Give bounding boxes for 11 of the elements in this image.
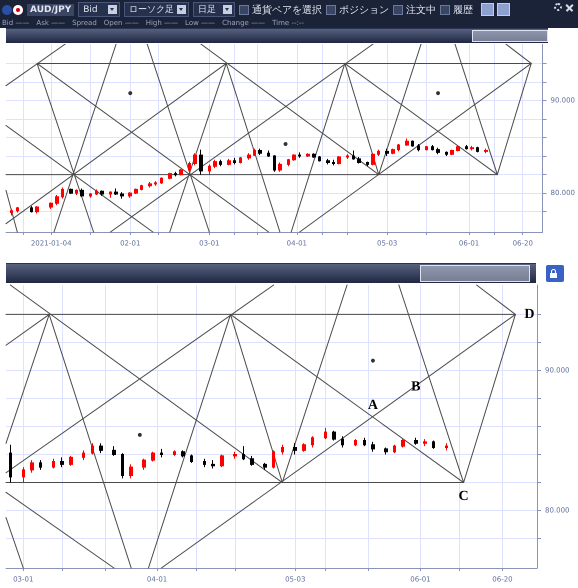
text: ポジション xyxy=(339,4,390,16)
text: 日足 xyxy=(198,4,218,16)
text: 履歴 xyxy=(453,4,474,16)
annotation: C xyxy=(458,489,469,504)
annotation: D xyxy=(524,306,534,322)
text: 通貨ペアを選択 xyxy=(252,4,322,16)
text: AUD/JPY xyxy=(27,4,74,16)
text: Bid xyxy=(83,4,99,14)
annotation: A xyxy=(368,398,379,414)
text: ローソク足 xyxy=(129,4,174,16)
text: 注文中 xyxy=(406,4,436,16)
